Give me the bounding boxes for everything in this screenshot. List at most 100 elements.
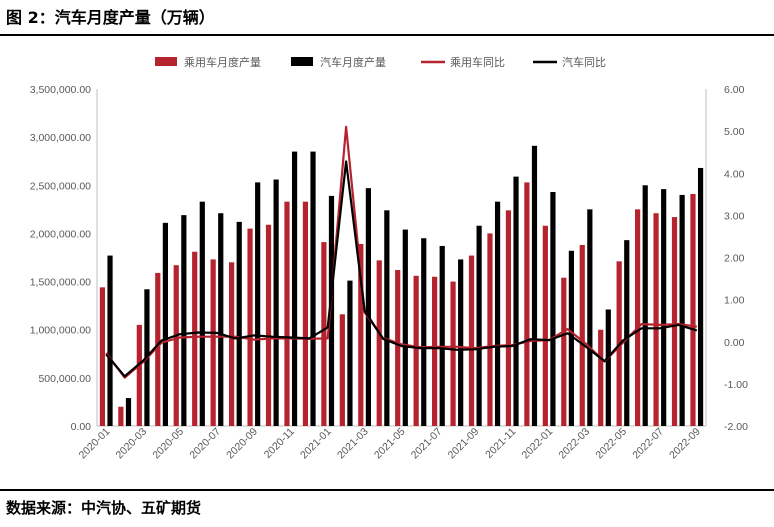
bar-passenger: [690, 193, 696, 426]
bar-auto: [513, 176, 519, 426]
bar-passenger: [561, 277, 567, 426]
bar-auto: [273, 179, 279, 426]
bar-passenger: [210, 259, 216, 426]
bar-auto: [568, 250, 574, 426]
legend-swatch: [155, 57, 177, 66]
bar-passenger: [118, 406, 124, 426]
legend-label: 汽车月度产量: [320, 55, 386, 69]
bar-passenger: [339, 314, 345, 426]
bar-passenger: [487, 233, 493, 426]
bar-auto: [199, 201, 205, 426]
y-right-tick-label: 0.00: [724, 337, 745, 349]
bar-auto: [218, 213, 224, 426]
y-right-tick-label: -2.00: [724, 421, 748, 433]
figure-title: 图 2：汽车月度产量（万辆）: [6, 8, 215, 27]
legend-label: 乘用车月度产量: [184, 55, 261, 69]
bar-passenger: [505, 210, 512, 426]
bar-passenger: [321, 242, 327, 426]
bar-passenger: [358, 244, 364, 426]
bar-passenger: [579, 244, 585, 426]
bar-auto: [255, 182, 261, 426]
x-tick-label: 2020-11: [262, 426, 297, 461]
x-tick-label: 2021-07: [409, 426, 445, 462]
line-auto-yoy: [105, 160, 698, 378]
legend-label: 乘用车同比: [450, 55, 505, 69]
bar-passenger: [136, 324, 142, 426]
bar-passenger: [432, 276, 438, 426]
bar-passenger: [376, 260, 382, 426]
y-left-tick-label: 0.00: [71, 421, 92, 433]
bar-auto: [587, 209, 593, 426]
y-left-tick-label: 500,000.00: [38, 373, 91, 385]
bar-auto: [347, 280, 353, 426]
bar-passenger: [173, 265, 179, 426]
bar-auto: [679, 194, 685, 426]
y-right-tick-label: 1.00: [724, 295, 745, 307]
x-tick-label: 2022-07: [630, 426, 666, 462]
top-rule: [0, 34, 774, 36]
bar-auto: [605, 309, 611, 426]
production-chart: 0.00 500,000.00 1,000,000.00 1,500,000.00 2,…: [30, 55, 748, 462]
bar-auto: [494, 201, 501, 426]
bar-passenger: [155, 272, 161, 426]
x-tick-label: 2021-05: [372, 426, 408, 462]
bar-auto: [624, 240, 630, 426]
y-left-tick-label: 2,000,000.00: [30, 228, 91, 240]
bar-auto: [328, 195, 335, 426]
x-tick-label: 2021-03: [335, 426, 371, 462]
bar-passenger: [671, 217, 678, 426]
x-tick-label: 2020-07: [187, 426, 223, 462]
bar-auto: [384, 210, 390, 426]
y-right-tick-label: 4.00: [724, 168, 745, 180]
bar-auto: [236, 221, 242, 426]
bar-passenger: [192, 251, 198, 426]
y-left-tick-label: 3,000,000.00: [30, 132, 91, 144]
x-tick-label: 2020-09: [224, 426, 260, 462]
bar-auto: [458, 259, 464, 426]
y-left-tick-label: 1,000,000.00: [30, 325, 91, 337]
legend-swatch: [291, 57, 313, 66]
y-left-tick-label: 3,500,000.00: [30, 84, 91, 96]
x-tick-label: 2021-11: [483, 426, 518, 461]
y-right-tick-label: -1.00: [724, 379, 748, 391]
x-tick-label: 2021-09: [446, 426, 482, 462]
bar-passenger: [413, 275, 419, 426]
bar-auto: [421, 238, 427, 426]
bar-passenger: [229, 262, 235, 426]
bar-passenger: [302, 201, 309, 426]
bar-passenger: [99, 287, 106, 426]
bar-auto: [291, 151, 298, 426]
bar-passenger: [524, 182, 530, 426]
bar-passenger: [653, 213, 659, 426]
bar-auto: [476, 225, 482, 426]
bar-auto: [310, 151, 316, 426]
y-right-tick-label: 5.00: [724, 126, 745, 138]
x-tick-label: 2021-01: [298, 426, 334, 462]
bar-auto: [661, 189, 667, 426]
x-tick-label: 2022-05: [593, 426, 629, 462]
x-tick-label: 2022-09: [667, 426, 703, 462]
bar-auto: [439, 245, 445, 426]
bar-passenger: [598, 329, 604, 426]
bar-auto: [162, 222, 168, 426]
bar-passenger: [635, 209, 641, 426]
y-left-tick-label: 2,500,000.00: [30, 180, 91, 192]
bar-auto: [365, 188, 371, 426]
bar-auto: [697, 167, 704, 426]
bar-auto: [531, 145, 538, 426]
legend-label: 汽车同比: [562, 55, 606, 69]
bar-auto: [181, 215, 187, 426]
x-tick-label: 2022-01: [520, 426, 556, 462]
y-right-tick-label: 6.00: [724, 84, 745, 96]
bar-passenger: [542, 225, 548, 426]
bar-passenger: [395, 270, 401, 426]
bar-auto: [642, 185, 648, 426]
bar-passenger: [247, 228, 253, 426]
bar-passenger: [265, 224, 272, 426]
bar-passenger: [468, 255, 475, 426]
bottom-rule: [0, 489, 774, 491]
bar-auto: [402, 229, 408, 426]
bar-auto: [550, 192, 556, 426]
y-left-tick-label: 1,500,000.00: [30, 277, 91, 289]
y-right-tick-label: 2.00: [724, 253, 745, 265]
